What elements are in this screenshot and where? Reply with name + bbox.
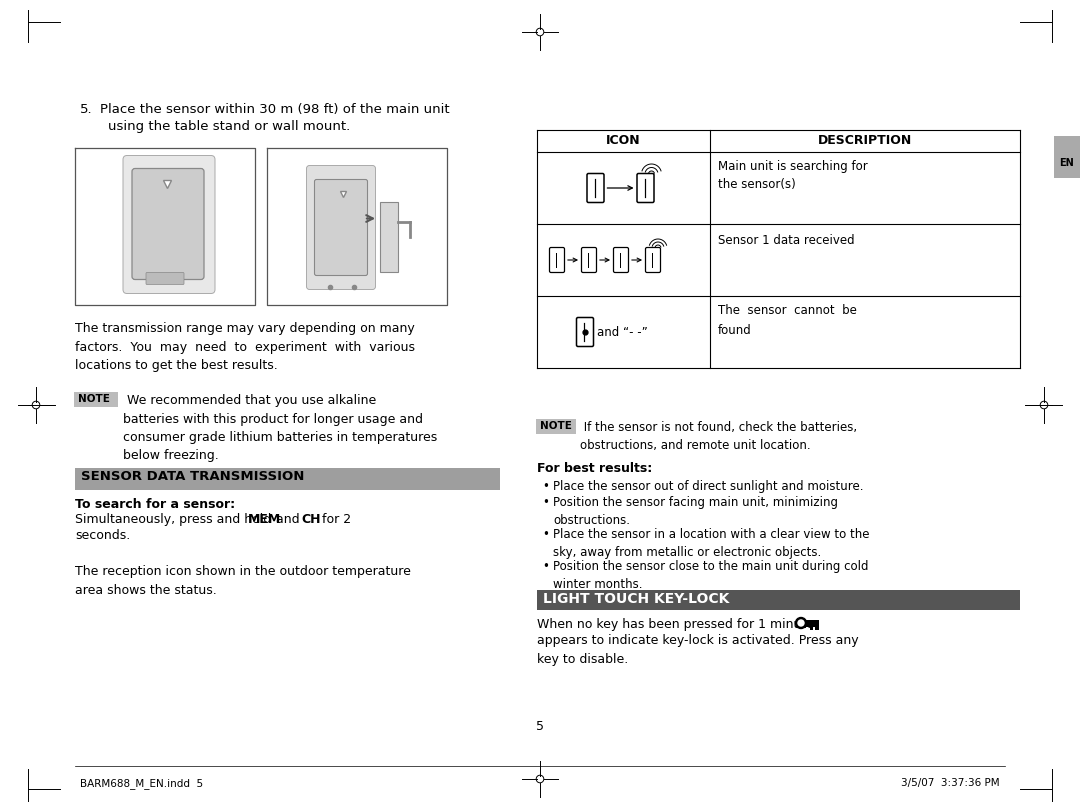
Text: The reception icon shown in the outdoor temperature
area shows the status.: The reception icon shown in the outdoor … [75,565,410,597]
FancyBboxPatch shape [536,419,576,434]
Text: Simultaneously, press and hold: Simultaneously, press and hold [75,513,275,526]
Text: appears to indicate key-lock is activated. Press any
key to disable.: appears to indicate key-lock is activate… [537,634,859,666]
Text: 5.: 5. [80,103,93,116]
Text: NOTE: NOTE [78,394,110,404]
Text: using the table stand or wall mount.: using the table stand or wall mount. [108,120,350,133]
FancyBboxPatch shape [537,590,1020,610]
FancyBboxPatch shape [132,169,204,280]
Text: CH: CH [301,513,321,526]
Text: To search for a sensor:: To search for a sensor: [75,498,235,511]
Text: •: • [542,528,549,541]
Text: For best results:: For best results: [537,462,652,475]
FancyBboxPatch shape [307,165,376,290]
Text: Place the sensor within 30 m (98 ft) of the main unit: Place the sensor within 30 m (98 ft) of … [100,103,449,116]
FancyBboxPatch shape [75,468,500,490]
Text: 3/5/07  3:37:36 PM: 3/5/07 3:37:36 PM [902,778,1000,788]
Text: Place the sensor out of direct sunlight and moisture.: Place the sensor out of direct sunlight … [553,480,864,493]
FancyBboxPatch shape [123,156,215,294]
Text: NOTE: NOTE [540,421,572,431]
Text: DESCRIPTION: DESCRIPTION [818,134,913,147]
FancyBboxPatch shape [314,179,367,276]
Text: •: • [542,496,549,509]
Text: seconds.: seconds. [75,529,131,542]
Text: The transmission range may vary depending on many
factors.  You  may  need  to  : The transmission range may vary dependin… [75,322,415,372]
Text: •: • [542,560,549,573]
Text: Position the sensor close to the main unit during cold
winter months.: Position the sensor close to the main un… [553,560,868,591]
Circle shape [796,617,807,629]
Text: Main unit is searching for
the sensor(s): Main unit is searching for the sensor(s) [718,160,867,191]
Text: We recommended that you use alkaline
batteries with this product for longer usag: We recommended that you use alkaline bat… [123,394,437,462]
Text: Place the sensor in a location with a clear view to the
sky, away from metallic : Place the sensor in a location with a cl… [553,528,869,559]
Circle shape [798,620,804,626]
FancyBboxPatch shape [380,201,399,272]
Text: ICON: ICON [606,134,640,147]
FancyBboxPatch shape [75,392,118,407]
Text: for 2: for 2 [318,513,351,526]
Text: BARM688_M_EN.indd  5: BARM688_M_EN.indd 5 [80,778,203,789]
Text: MEM: MEM [248,513,281,526]
Text: and: and [272,513,303,526]
Text: SENSOR DATA TRANSMISSION: SENSOR DATA TRANSMISSION [81,470,305,483]
FancyBboxPatch shape [146,272,184,285]
Polygon shape [805,620,819,627]
Text: and “- -”: and “- -” [597,325,648,338]
Text: LIGHT TOUCH KEY-LOCK: LIGHT TOUCH KEY-LOCK [543,592,729,606]
Text: EN: EN [1059,158,1075,168]
Text: When no key has been pressed for 1 minute,: When no key has been pressed for 1 minut… [537,618,822,631]
Text: If the sensor is not found, check the batteries,
obstructions, and remote unit l: If the sensor is not found, check the ba… [580,421,858,452]
Text: Sensor 1 data received: Sensor 1 data received [718,234,854,247]
Text: 5: 5 [536,720,544,733]
Text: The  sensor  cannot  be
found: The sensor cannot be found [718,304,856,337]
Text: Position the sensor facing main unit, minimizing
obstructions.: Position the sensor facing main unit, mi… [553,496,838,527]
Text: •: • [542,480,549,493]
FancyBboxPatch shape [1054,136,1080,178]
Polygon shape [810,627,813,630]
Polygon shape [815,627,819,630]
